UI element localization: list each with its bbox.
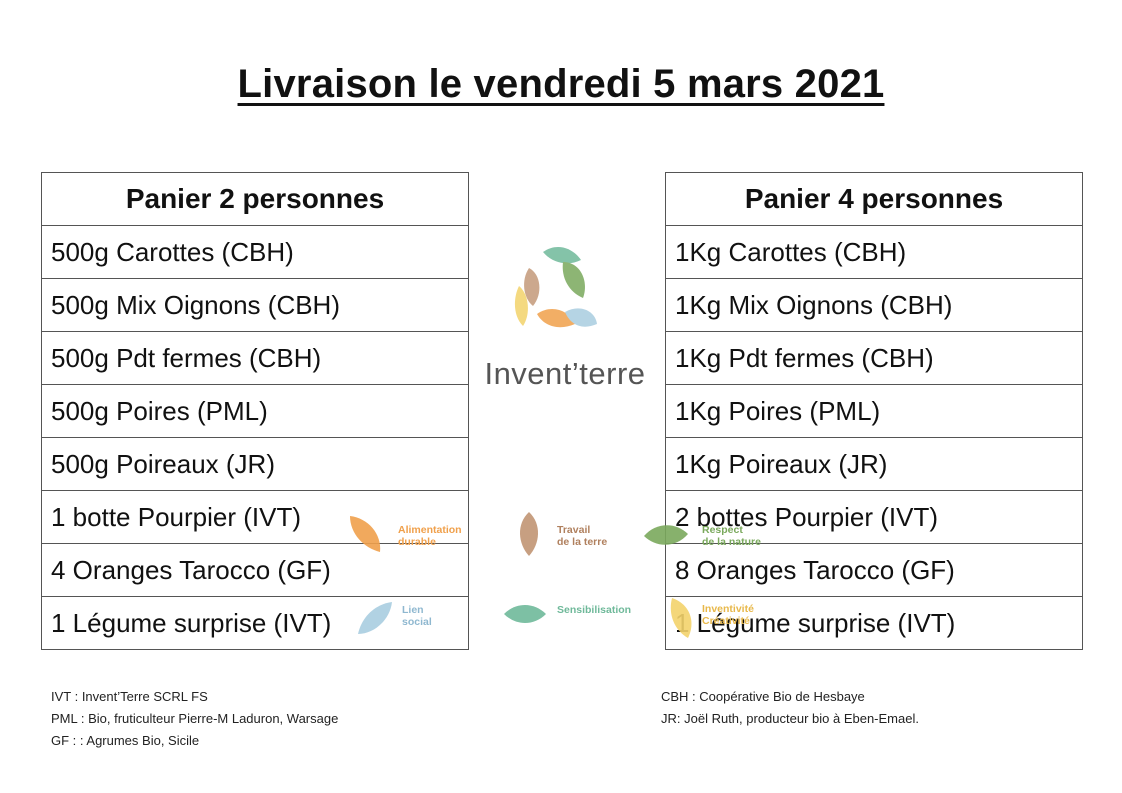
table-row: 500g Poireaux (JR) — [41, 437, 469, 491]
table-header: Panier 2 personnes — [41, 172, 469, 226]
brown-leaf-icon — [519, 512, 539, 556]
table-row: 1Kg Poires (PML) — [665, 384, 1083, 438]
value-travail: Travail de la terre — [557, 524, 608, 548]
table-row: 1Kg Pdt fermes (CBH) — [665, 331, 1083, 385]
table-row: 1 Légume surprise (IVT) — [41, 596, 469, 650]
table-row: 1Kg Mix Oignons (CBH) — [665, 278, 1083, 332]
footnotes-right: CBH : Coopérative Bio de Hesbaye JR: Joë… — [661, 686, 919, 730]
value-sensibilisation: Sensibilisation — [557, 604, 632, 616]
footnote: GF : : Agrumes Bio, Sicile — [51, 733, 200, 748]
table-row: 500g Pdt fermes (CBH) — [41, 331, 469, 385]
table-row: 8 Oranges Tarocco (GF) — [665, 543, 1083, 597]
table-row: 1 botte Pourpier (IVT) — [41, 490, 469, 544]
inventerre-logo: Invent’terre — [465, 240, 665, 400]
page-title: Livraison le vendredi 5 mars 2021 — [237, 62, 885, 106]
footnote: CBH : Coopérative Bio de Hesbaye — [661, 689, 865, 704]
table-row: 500g Carottes (CBH) — [41, 225, 469, 279]
table-row: 4 Oranges Tarocco (GF) — [41, 543, 469, 597]
teal-leaf-icon — [504, 605, 546, 623]
footnote: JR: Joël Ruth, producteur bio à Eben-Ema… — [661, 711, 919, 726]
footnote: PML : Bio, fruticulteur Pierre-M Laduron… — [51, 711, 339, 726]
table-row: 500g Mix Oignons (CBH) — [41, 278, 469, 332]
leaf-cluster-icon — [514, 246, 597, 328]
table-row: 1Kg Poireaux (JR) — [665, 437, 1083, 491]
table-row: 1Kg Carottes (CBH) — [665, 225, 1083, 279]
basket-4-persons-table: Panier 4 personnes 1Kg Carottes (CBH) 1K… — [665, 172, 1083, 650]
footnotes-left: IVT : Invent’Terre SCRL FS PML : Bio, fr… — [51, 686, 338, 752]
basket-2-persons-table: Panier 2 personnes 500g Carottes (CBH) 5… — [41, 172, 469, 650]
logo-text: Invent’terre — [484, 356, 646, 391]
footnote: IVT : Invent’Terre SCRL FS — [51, 689, 208, 704]
table-row: 1 Légume surprise (IVT) — [665, 596, 1083, 650]
table-row: 500g Poires (PML) — [41, 384, 469, 438]
table-row: 2 bottes Pourpier (IVT) — [665, 490, 1083, 544]
table-header: Panier 4 personnes — [665, 172, 1083, 226]
